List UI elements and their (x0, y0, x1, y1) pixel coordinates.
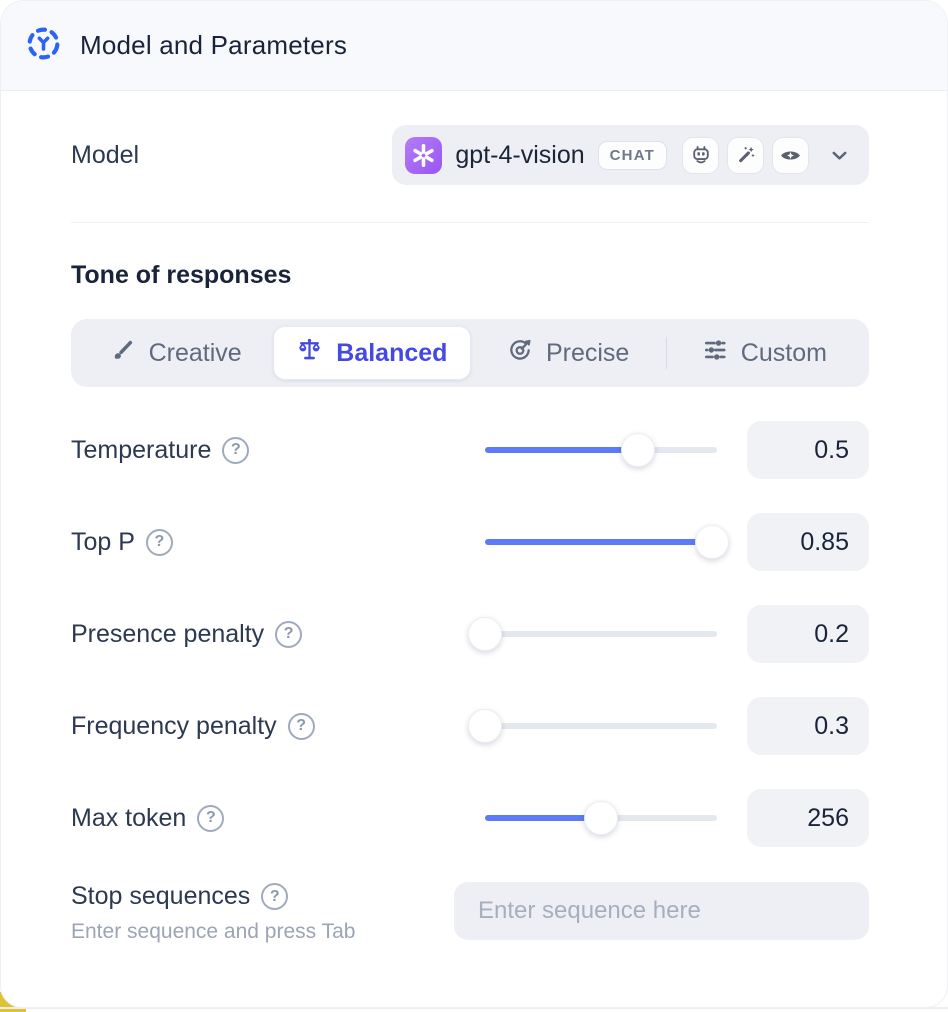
top-p-value: 0.85 (747, 513, 869, 571)
tone-option-label: Balanced (336, 338, 448, 367)
tone-option-label: Precise (545, 338, 630, 367)
temperature-value: 0.5 (747, 421, 869, 479)
panel-header: Model and Parameters (1, 1, 947, 91)
background-bottom-edge (0, 1007, 948, 1009)
stop-sequence-input[interactable] (454, 882, 869, 940)
section-divider (71, 222, 869, 223)
parameter-row-top-p: Top P ? 0.85 (71, 513, 869, 571)
slider-thumb[interactable] (695, 525, 730, 559)
parameter-label: Temperature (71, 435, 212, 464)
model-row: Model gpt-4-vision CH (71, 125, 869, 185)
parameter-rows: Temperature ? 0.5 Top P ? 0.85 (71, 421, 869, 847)
selected-model-name: gpt-4-vision (455, 140, 585, 169)
panel-title: Model and Parameters (80, 30, 348, 60)
parameter-row-frequency-penalty: Frequency penalty ? 0.3 (71, 697, 869, 755)
model-select-dropdown[interactable]: gpt-4-vision CHAT (392, 125, 869, 185)
stop-sequences-labels: Stop sequences ? Enter sequence and pres… (71, 882, 355, 944)
tone-option-custom[interactable]: Custom (667, 326, 862, 380)
parameter-row-max-token: Max token ? 256 (71, 789, 869, 847)
vision-icon (772, 136, 809, 174)
stop-sequences-label: Stop sequences (71, 882, 251, 910)
model-hub-icon (25, 25, 62, 67)
tone-segmented-control: Creative Balanced (71, 319, 869, 387)
sliders-icon (702, 337, 728, 370)
slider-thumb[interactable] (468, 709, 502, 743)
openai-logo (405, 136, 443, 174)
temperature-slider[interactable] (485, 432, 717, 468)
top-p-slider[interactable] (485, 524, 730, 560)
magic-wand-icon (727, 136, 764, 174)
help-icon[interactable]: ? (275, 620, 303, 648)
help-icon[interactable]: ? (222, 436, 250, 464)
model-type-badge: CHAT (597, 140, 667, 170)
balance-scale-icon (296, 336, 323, 370)
tone-option-label: Creative (148, 338, 242, 367)
presence-penalty-slider[interactable] (468, 616, 717, 652)
parameter-row-temperature: Temperature ? 0.5 (71, 421, 869, 479)
max-token-slider[interactable] (485, 800, 717, 836)
model-capability-badges (682, 136, 809, 174)
segment-divider (665, 337, 667, 369)
stop-sequences-hint: Enter sequence and press Tab (71, 920, 356, 943)
slider-thumb[interactable] (584, 801, 618, 835)
robot-icon (682, 136, 719, 174)
tone-option-precise[interactable]: Precise (471, 326, 666, 380)
help-icon[interactable]: ? (287, 712, 315, 740)
tone-option-label: Custom (740, 338, 827, 367)
parameter-label: Max token (71, 803, 187, 832)
frequency-penalty-slider[interactable] (468, 708, 717, 744)
presence-penalty-value: 0.2 (747, 605, 869, 663)
parameter-label: Presence penalty (71, 619, 265, 648)
parameter-row-presence-penalty: Presence penalty ? 0.2 (71, 605, 869, 663)
tone-option-balanced[interactable]: Balanced (273, 326, 471, 380)
help-icon[interactable]: ? (145, 528, 173, 556)
slider-thumb[interactable] (468, 617, 502, 651)
help-icon[interactable]: ? (261, 883, 289, 910)
tone-heading: Tone of responses (71, 261, 292, 289)
parameter-label: Top P (71, 527, 135, 556)
max-token-value: 256 (747, 789, 869, 847)
tone-option-creative[interactable]: Creative (78, 326, 273, 380)
slider-thumb[interactable] (621, 433, 656, 467)
model-label: Model (71, 140, 140, 169)
parameter-label: Frequency penalty (71, 711, 277, 740)
target-arrow-icon (507, 337, 533, 370)
frequency-penalty-value: 0.3 (747, 697, 869, 755)
help-icon[interactable]: ? (197, 804, 225, 832)
stop-sequences-row: Stop sequences ? Enter sequence and pres… (71, 882, 869, 944)
chevron-down-icon (828, 144, 851, 167)
paintbrush-icon (110, 337, 136, 370)
